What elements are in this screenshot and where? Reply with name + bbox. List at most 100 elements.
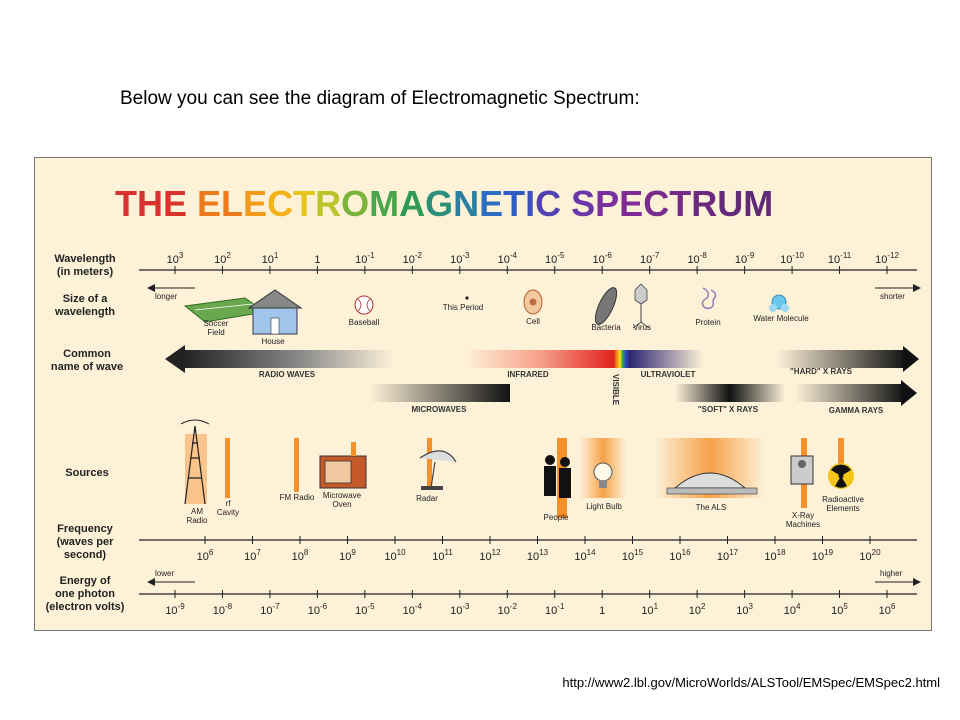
wavelength-ticks: 103 102 101 1 10-1 10-2 10-3 10-4 10-5 10-6 10-7 10… <box>167 251 899 274</box>
source-label: AM Radio <box>187 507 208 525</box>
source-label: Radar <box>416 494 438 503</box>
hard-xrays-band <box>777 346 919 372</box>
svg-text:longer: longer <box>155 292 178 301</box>
wavelength-tick-label: 10-5 <box>545 251 565 266</box>
wavelength-tick-label: 102 <box>214 251 231 266</box>
gamma-rays-band <box>795 380 917 406</box>
visible-band <box>613 350 629 368</box>
slide-caption: Below you can see the diagram of Electro… <box>120 88 640 109</box>
frequency-tick-label: 1013 <box>527 548 549 563</box>
size-label: House <box>261 337 285 346</box>
svg-text:Size of a: Size of a <box>63 293 109 305</box>
higher-arrow: higher <box>875 569 921 586</box>
xray-machine-icon <box>790 438 814 508</box>
wavelength-tick-label: 10-11 <box>828 251 852 266</box>
frequency-tick-label: 107 <box>244 548 261 563</box>
virus-icon <box>632 283 650 329</box>
wavelength-tick-label: 1 <box>314 254 320 266</box>
radio-waves-label: RADIO WAVES <box>259 370 316 379</box>
energy-tick-label: 106 <box>879 602 896 617</box>
bacteria-icon <box>594 287 618 325</box>
wavelength-tick-label: 10-10 <box>780 251 804 266</box>
infrared-label: INFRARED <box>507 370 549 379</box>
energy-tick-label: 10-8 <box>213 602 233 617</box>
source-url: http://www2.lbl.gov/MicroWorlds/ALSTool/… <box>562 675 940 690</box>
svg-text:lower: lower <box>155 569 174 578</box>
wavelength-tick-label: 101 <box>262 251 279 266</box>
rf-cavity-icon <box>225 438 230 498</box>
microwaves-band <box>370 384 510 402</box>
wavelength-tick-label: 10-2 <box>403 251 423 266</box>
ultraviolet-label: ULTRAVIOLET <box>641 370 696 379</box>
visible-label: VISIBLE <box>611 374 620 406</box>
row-label-energy: Energy of one photon (electron volts) <box>46 575 125 613</box>
size-label: Baseball <box>349 318 380 327</box>
soft-xrays-label: "SOFT" X RAYS <box>698 405 759 414</box>
row-label-common-name: Common name of wave <box>51 348 123 373</box>
ultraviolet-band <box>629 350 703 368</box>
microwaves-label: MICROWAVES <box>412 405 468 414</box>
frequency-tick-label: 1016 <box>669 548 691 563</box>
frequency-tick-label: 1020 <box>859 548 881 563</box>
the-als-icon <box>655 438 765 498</box>
svg-text:higher: higher <box>880 569 903 578</box>
baseball-icon <box>354 295 374 315</box>
energy-tick-label: 102 <box>689 602 706 617</box>
frequency-tick-label: 108 <box>292 548 309 563</box>
size-label: Protein <box>695 318 720 327</box>
svg-text:wavelength: wavelength <box>54 306 115 318</box>
svg-text:Sources: Sources <box>65 467 108 479</box>
source-label: Light Bulb <box>586 502 622 511</box>
gamma-rays-label: GAMMA RAYS <box>829 406 884 415</box>
water-molecule-icon <box>769 294 789 312</box>
energy-tick-label: 10-3 <box>450 602 470 617</box>
protein-icon <box>701 287 717 310</box>
frequency-tick-label: 1019 <box>812 548 834 563</box>
energy-tick-label: 10-2 <box>498 602 518 617</box>
frequency-tick-label: 1014 <box>574 548 596 563</box>
soft-xrays-band <box>675 384 785 402</box>
frequency-tick-label: 1018 <box>764 548 786 563</box>
wavelength-tick-label: 10-7 <box>640 251 660 266</box>
svg-text:Common: Common <box>63 348 111 360</box>
svg-text:(in meters): (in meters) <box>57 266 114 278</box>
light-bulb-icon <box>580 438 626 498</box>
am-radio-tower-icon <box>180 419 210 505</box>
wavelength-tick-label: 10-8 <box>687 251 707 266</box>
energy-tick-label: 101 <box>641 602 658 617</box>
row-label-wavelength: Wavelength (in meters) <box>54 253 116 278</box>
size-label: Cell <box>526 317 540 326</box>
energy-ticks: 10-9 10-8 10-7 10-6 10-5 10-4 10-3 10-2 10-1 1 101… <box>165 590 896 617</box>
energy-tick-label: 104 <box>784 602 801 617</box>
svg-text:shorter: shorter <box>880 292 905 301</box>
house-icon <box>247 289 303 335</box>
source-label: People <box>544 513 569 522</box>
wavelength-tick-label: 103 <box>167 251 184 266</box>
source-label: FM Radio <box>280 493 315 502</box>
em-spectrum-diagram: THE ELECTROMAGNETIC SPECTRUM Wavelength … <box>46 183 921 617</box>
source-label: rf Cavity <box>217 499 239 517</box>
row-label-sources: Sources <box>65 467 108 479</box>
svg-text:second): second) <box>64 549 107 561</box>
cell-icon <box>523 289 543 315</box>
source-label: Radioactive Elements <box>822 495 864 513</box>
row-label-size: Size of a wavelength <box>54 293 115 318</box>
size-label: Bacteria <box>591 323 621 332</box>
wavelength-tick-label: 10-6 <box>593 251 613 266</box>
energy-tick-label: 10-5 <box>355 602 375 617</box>
radioactive-icon <box>828 438 854 489</box>
svg-text:(waves per: (waves per <box>57 536 115 548</box>
source-label: X-Ray Machines <box>786 511 820 529</box>
period-dot-icon <box>465 296 469 300</box>
frequency-tick-label: 1010 <box>384 548 406 563</box>
wavelength-tick-label: 10-4 <box>498 251 518 266</box>
energy-tick-label: 10-9 <box>165 602 185 617</box>
energy-tick-label: 10-7 <box>260 602 280 617</box>
wavelength-tick-label: 10-9 <box>735 251 755 266</box>
em-spectrum-figure: THE ELECTROMAGNETIC SPECTRUM Wavelength … <box>34 157 932 631</box>
source-label: The ALS <box>696 503 727 512</box>
svg-text:Energy of: Energy of <box>60 575 111 587</box>
svg-text:Wavelength: Wavelength <box>54 253 116 265</box>
svg-text:one photon: one photon <box>55 588 115 600</box>
energy-tick-label: 10-1 <box>545 602 565 617</box>
